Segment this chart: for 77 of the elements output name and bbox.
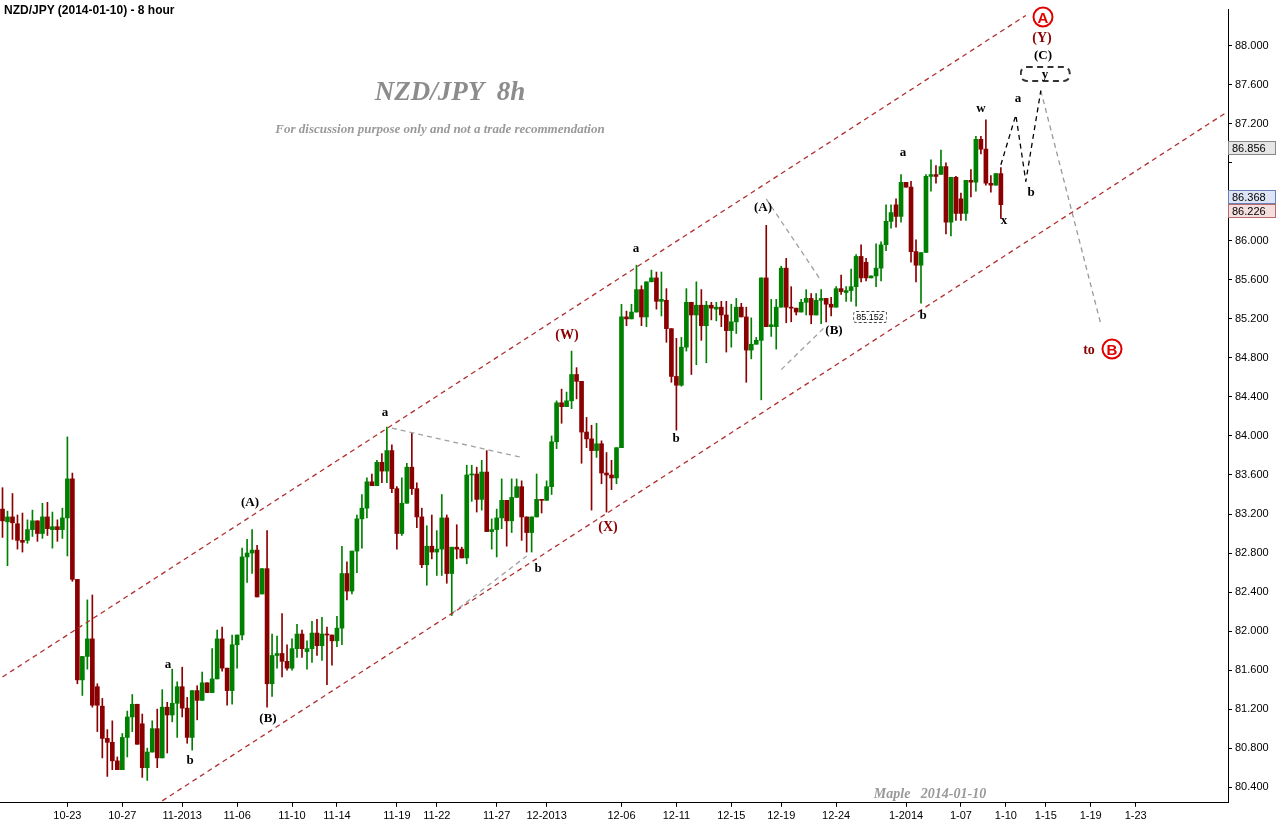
y-tick-label: 88.000 [1235, 38, 1269, 51]
x-tick-label: 10-23 [53, 809, 82, 822]
x-tick-label: 12-2013 [526, 809, 567, 822]
annotation: a [381, 404, 389, 420]
x-tick-label: 11-19 [383, 809, 411, 822]
annotation: a [164, 656, 172, 672]
x-tick-label: 1-2014 [888, 809, 924, 822]
x-tick-label: 1-19 [1079, 809, 1102, 822]
y-tick-label: 81.600 [1235, 663, 1269, 676]
y-tick-label: 85.600 [1235, 272, 1269, 285]
y-tick-label: 80.400 [1235, 780, 1269, 793]
annotation: B [1101, 338, 1123, 360]
x-tick-label: 12-19 [767, 809, 796, 822]
annotation: a [899, 144, 907, 160]
x-tick-label: 1-07 [949, 809, 972, 822]
candlestick [903, 181, 909, 188]
annotation: 85.152 [853, 311, 887, 323]
y-tick-label: 82.000 [1235, 624, 1269, 637]
candlestick [993, 173, 999, 186]
annotation: (X) [598, 519, 618, 535]
text: 86.226 [1228, 204, 1276, 218]
annotation: (C) [1033, 47, 1053, 63]
candlestick [204, 682, 210, 693]
candlestick [259, 568, 265, 595]
annotation: b [672, 430, 680, 446]
y-tick-label: 80.800 [1235, 741, 1269, 754]
y-tick-label: 82.800 [1235, 546, 1269, 559]
x-tick-label: 1-23 [1124, 809, 1147, 822]
y-tick-label: 85.200 [1235, 311, 1269, 324]
annotation: A [1032, 6, 1054, 28]
x-tick-label: 1-10 [994, 809, 1017, 822]
annotation: b [1027, 184, 1035, 200]
x-tick-label: 11-14 [323, 809, 351, 822]
x-tick-label: 11-06 [223, 809, 251, 822]
annotation: (B) [825, 322, 843, 338]
x-tick-label: 12-06 [607, 809, 636, 822]
candlestick [868, 275, 874, 279]
annotation: b [919, 307, 927, 323]
text: 86.368 [1228, 190, 1276, 204]
annotation: (B) [259, 710, 277, 726]
y-tick-label: 84.000 [1235, 428, 1269, 441]
x-tick-label: 12-15 [717, 809, 746, 822]
x-tick-label: 10-27 [108, 809, 137, 822]
x-tick-label: 12-11 [662, 809, 691, 822]
annotation: (Y) [1032, 30, 1052, 46]
annotation: w [976, 100, 986, 116]
annotation: b [186, 752, 194, 768]
text: 86.856 [1228, 141, 1276, 155]
x-tick-label: 1-15 [1034, 809, 1057, 822]
annotation: Maple 2014-01-10 [873, 786, 987, 802]
y-tick-label: 82.400 [1235, 585, 1269, 598]
y-tick-label: 86.000 [1235, 233, 1269, 246]
annotation: (W) [555, 327, 579, 343]
annotation: b [534, 560, 542, 576]
y-tick-label: 84.800 [1235, 350, 1269, 363]
annotation: For discussion purpose only and not a trade recommendation [275, 121, 605, 137]
x-tick-label: 11-10 [278, 809, 306, 822]
chart-title: NZD/JPY (2014-01-10) - 8 hour [4, 3, 175, 17]
annotation: a [632, 240, 640, 256]
annotation: x [1000, 212, 1008, 228]
annotation: y [1019, 66, 1071, 82]
x-tick-label: 12-24 [822, 809, 851, 822]
line-series [1000, 89, 1042, 182]
annotation: (A) [753, 199, 773, 215]
x-tick-label: 11-22 [423, 809, 451, 822]
annotation: to [1083, 342, 1095, 358]
y-tick-label: 81.200 [1235, 702, 1269, 715]
x-tick-label: 11-27 [483, 809, 511, 822]
y-tick-label: 83.600 [1235, 468, 1269, 481]
y-tick-label: 87.600 [1235, 77, 1269, 90]
text: NZD/JPY 8h [373, 76, 527, 107]
y-tick-label: 84.400 [1235, 389, 1269, 402]
annotation: a [1014, 90, 1022, 106]
y-tick-label: 87.200 [1235, 116, 1269, 129]
y-tick-label: 83.200 [1235, 507, 1269, 520]
x-tick-label: 11-2013 [162, 809, 202, 822]
annotation: (A) [240, 494, 260, 510]
